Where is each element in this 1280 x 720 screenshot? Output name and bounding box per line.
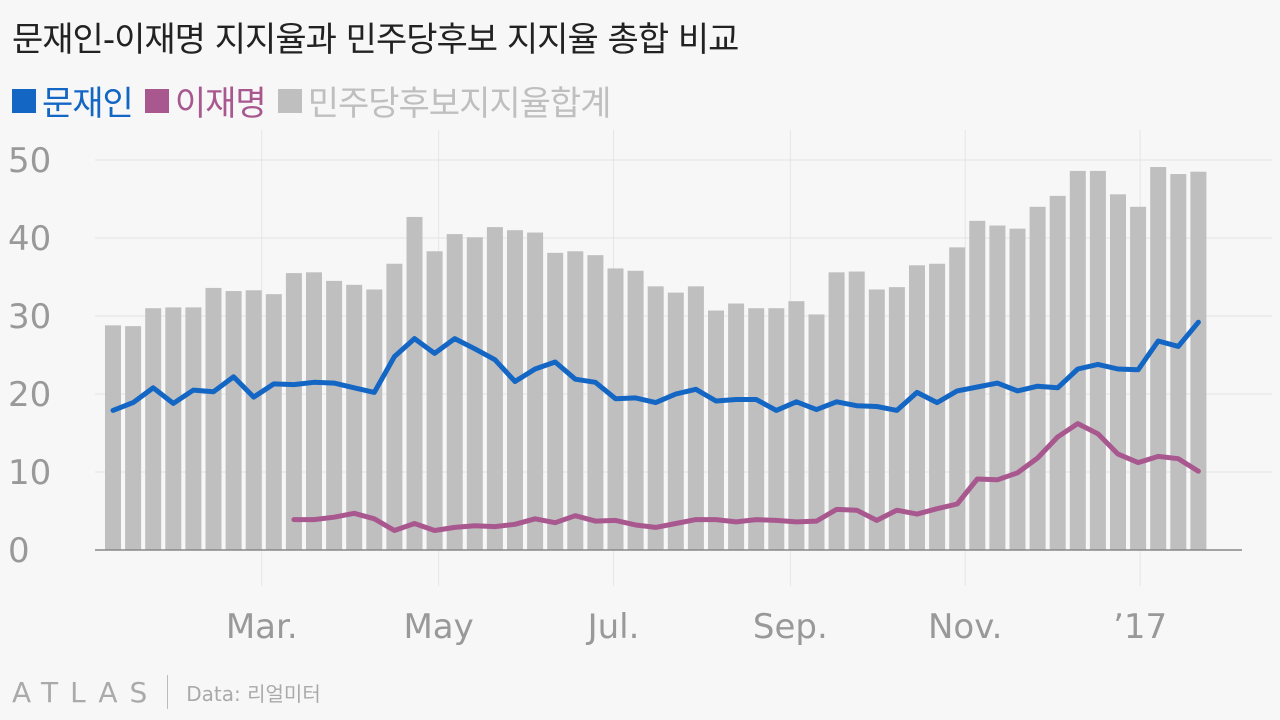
legend-swatch-total bbox=[277, 88, 302, 113]
bar-total bbox=[1150, 167, 1167, 550]
legend-swatch-moon bbox=[12, 88, 36, 113]
bar-total bbox=[205, 287, 222, 550]
bar-total bbox=[1130, 206, 1147, 551]
bar-total bbox=[507, 230, 523, 550]
atlas-logo: ATLAS bbox=[12, 675, 160, 709]
bar-total bbox=[929, 263, 946, 550]
y-tick-label: 50 bbox=[8, 141, 51, 181]
bar-total bbox=[125, 326, 142, 550]
legend-item-moon: 문재인 bbox=[12, 76, 134, 125]
bar-total bbox=[1190, 171, 1207, 550]
bar-total bbox=[486, 227, 503, 550]
legend-item-lee: 이재명 bbox=[144, 76, 267, 125]
bar-total bbox=[306, 272, 322, 550]
bar-total bbox=[708, 310, 724, 550]
bar-total bbox=[185, 307, 202, 550]
bar-total bbox=[888, 287, 905, 550]
bar-total bbox=[647, 286, 664, 550]
bar-total bbox=[265, 294, 282, 550]
bar-total bbox=[446, 234, 463, 550]
bar-total bbox=[547, 252, 564, 550]
y-tick-label: 20 bbox=[8, 375, 51, 415]
bar-total bbox=[105, 325, 121, 550]
bar-total bbox=[587, 255, 604, 550]
bar-total bbox=[989, 225, 1006, 550]
footer: ATLAS Data: 리얼미터 bbox=[12, 672, 321, 712]
x-tick-label: Jul. bbox=[586, 607, 640, 647]
bar-total bbox=[1029, 206, 1046, 551]
bar-total bbox=[285, 273, 302, 550]
y-tick-label: 10 bbox=[8, 453, 51, 493]
bar-total bbox=[788, 301, 805, 550]
bar-total bbox=[808, 314, 825, 550]
bar-total bbox=[326, 280, 343, 550]
legend-label-total: 민주당후보지지율합계 bbox=[307, 84, 612, 124]
data-source: Data: 리얼미터 bbox=[186, 681, 321, 706]
legend-label-lee: 이재명 bbox=[174, 84, 267, 124]
bar-total bbox=[828, 272, 845, 550]
bar-total bbox=[366, 289, 383, 550]
bar-total bbox=[245, 290, 262, 550]
x-tick-label: Nov. bbox=[928, 607, 1003, 647]
bar-total bbox=[1049, 195, 1066, 550]
x-tick-label: May bbox=[403, 607, 473, 647]
bar-total bbox=[868, 289, 885, 550]
bar-total bbox=[527, 232, 544, 551]
footer-divider bbox=[167, 675, 169, 709]
bar-total bbox=[386, 263, 403, 550]
bar-total bbox=[909, 265, 925, 550]
bar-total bbox=[165, 307, 182, 550]
bar-total bbox=[225, 291, 242, 550]
bar-total bbox=[346, 284, 363, 550]
bar-total bbox=[607, 268, 624, 550]
y-tick-label: 0 bbox=[8, 531, 30, 571]
bar-total bbox=[1069, 170, 1086, 551]
line-lee bbox=[291, 421, 1201, 533]
legend-item-total: 민주당후보지지율합계 bbox=[277, 76, 612, 125]
bar-total bbox=[748, 308, 765, 550]
bar-total bbox=[1089, 170, 1106, 551]
bar-total bbox=[426, 251, 443, 550]
bar-total bbox=[949, 247, 966, 551]
bar-total bbox=[848, 271, 865, 550]
y-tick-label: 30 bbox=[8, 297, 51, 337]
legend: 문재인 이재명 민주당후보지지율합계 bbox=[12, 76, 623, 125]
x-tick-label: Mar. bbox=[226, 607, 298, 647]
x-tick-label: ’17 bbox=[1113, 607, 1167, 647]
bar-total bbox=[687, 286, 704, 550]
bar-total bbox=[627, 270, 644, 550]
y-tick-label: 40 bbox=[8, 219, 51, 259]
bar-total bbox=[567, 251, 584, 550]
bar-total bbox=[466, 237, 483, 550]
bar-total bbox=[1110, 194, 1126, 550]
bar-total bbox=[406, 216, 423, 550]
line-moon bbox=[110, 319, 1201, 413]
bar-total bbox=[667, 292, 684, 550]
bar-total bbox=[728, 303, 745, 550]
bar-total bbox=[768, 308, 785, 550]
chart-title: 문재인-이재명 지지율과 민주당후보 지지율 총합 비교 bbox=[12, 20, 739, 60]
x-tick-label: Sep. bbox=[753, 607, 828, 647]
bar-total bbox=[145, 308, 162, 550]
legend-swatch-lee bbox=[144, 88, 169, 113]
legend-label-moon: 문재인 bbox=[42, 84, 134, 124]
bar-total bbox=[1170, 174, 1187, 551]
